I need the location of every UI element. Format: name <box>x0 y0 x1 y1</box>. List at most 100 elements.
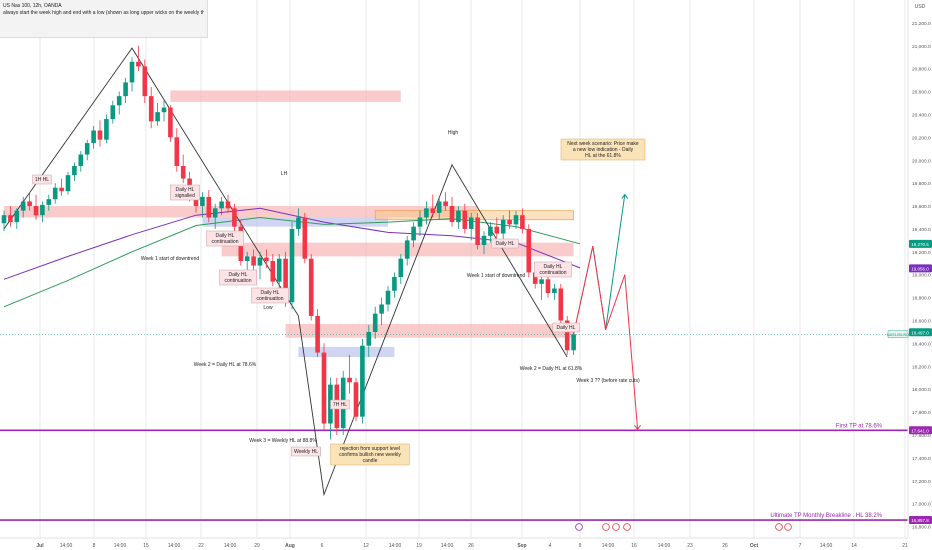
candle-body <box>552 288 557 294</box>
annotation-box <box>534 261 572 278</box>
candle-body <box>174 137 180 166</box>
projection-up <box>573 194 626 335</box>
annotation-text: Week 2 = Daily HL at 78.6% <box>194 362 257 368</box>
annotation-text: a new low indication - Daily <box>573 147 634 153</box>
x-tick-label: 6 <box>321 543 324 549</box>
x-tick-label: 14 <box>851 543 857 549</box>
y-tick-label: 20,200.0 <box>912 135 931 141</box>
price-tag-text: 19,056.0 <box>911 266 929 271</box>
candle-body <box>200 196 205 207</box>
y-tick-label: 17,600.0 <box>912 433 931 439</box>
x-tick-label: 29 <box>254 543 260 549</box>
annotation-text: Week 1 start of downtrend <box>467 273 525 279</box>
candle-body <box>481 235 487 245</box>
annotation-box <box>291 446 321 457</box>
candle-body <box>456 210 461 223</box>
candle-body <box>539 279 544 284</box>
candle-body <box>180 165 186 179</box>
zone-zone <box>170 90 401 102</box>
price-tag <box>909 426 932 435</box>
candle-body <box>283 258 288 303</box>
candle-body <box>129 61 135 83</box>
candle-body <box>212 208 218 218</box>
y-tick-label: 19,600.0 <box>912 204 931 210</box>
candle-body <box>59 187 64 192</box>
y-tick-label: 20,000.0 <box>912 158 931 164</box>
x-tick-label: Sep <box>517 543 526 549</box>
event-icon <box>775 523 783 531</box>
x-tick-label: 14:00 <box>224 543 237 549</box>
price-tag-text: 19,270.5 <box>911 242 929 247</box>
x-tick-label: 26 <box>722 543 728 549</box>
candle-body <box>430 208 436 213</box>
candle-body <box>507 219 512 225</box>
x-tick-label: 14:00 <box>602 543 615 549</box>
current-price-name-tag <box>887 330 909 338</box>
x-tick-label: 19 <box>416 543 422 549</box>
annotation-text: Daily HL <box>544 264 563 270</box>
annotation-text: continuation <box>225 278 252 284</box>
x-tick-label: 26 <box>468 543 474 549</box>
y-tick-label: 20,800.0 <box>912 67 931 73</box>
projection-down <box>573 245 639 430</box>
candle-body <box>417 217 423 227</box>
candle-body <box>436 201 442 213</box>
annotation-box: 1H HL <box>32 174 52 185</box>
x-tick-label: Jul <box>36 543 44 549</box>
candle-body <box>404 240 410 259</box>
candle-body <box>104 119 109 140</box>
price-tag-text: 16,857.8 <box>911 518 929 523</box>
y-tick-label: 18,800.0 <box>912 296 931 302</box>
annotation-text: Next week scenario: Price make <box>567 141 639 147</box>
annotation-box: Daily HL <box>491 238 519 249</box>
y-tick-label: 19,400.0 <box>912 227 931 233</box>
candle-body <box>392 277 397 291</box>
x-tick-label: 16 <box>631 543 637 549</box>
annotation-text: continuation <box>212 239 239 245</box>
x-tick-label: 14:00 <box>658 543 671 549</box>
candle-body <box>142 66 148 97</box>
candle-body <box>148 96 154 122</box>
x-tick-label: 7 <box>799 543 802 549</box>
price-tag <box>909 239 932 248</box>
annotation-plain: Week 2 = Daily HL at 78.6% <box>194 362 257 368</box>
candle-body <box>136 61 141 67</box>
annotation-box <box>330 443 410 466</box>
candle-body <box>84 143 90 155</box>
y-tick-label: 20,400.0 <box>912 112 931 118</box>
zone-zone_blue <box>298 346 395 358</box>
candle-body <box>14 210 20 223</box>
annotation-text: High <box>448 130 459 136</box>
annotation-text: rejection from support level <box>340 446 400 452</box>
x-tick-label: 14:00 <box>820 543 833 549</box>
x-tick-label: 14:00 <box>60 543 73 549</box>
time-axis <box>0 538 908 550</box>
zone-zone <box>285 323 574 338</box>
candle-body <box>360 345 365 417</box>
y-tick-label: 19,200.0 <box>912 250 931 256</box>
x-tick-label: Oct <box>750 543 759 549</box>
annotation-box: 7H HL <box>330 399 350 410</box>
annotation-box <box>330 399 350 410</box>
candle-body <box>91 130 96 144</box>
projection-up-arrow <box>621 193 629 199</box>
candle-body <box>385 290 391 305</box>
x-tick-label: 9 <box>579 543 582 549</box>
candle-body <box>193 196 199 207</box>
candle-body <box>308 258 314 316</box>
candle-body <box>347 377 352 383</box>
candle-body <box>571 334 576 351</box>
candle-body <box>321 352 327 424</box>
annotation-text: Daily HL <box>176 187 195 193</box>
candle-body <box>315 315 320 353</box>
price-tag <box>909 516 932 525</box>
candle-body <box>366 331 372 346</box>
annotation-text: Week 3 ?? (before rate cuts) <box>576 378 640 384</box>
y-tick-label: 19,800.0 <box>912 181 931 187</box>
x-tick-label: 14:00 <box>168 543 181 549</box>
y-tick-label: 17,200.0 <box>912 479 931 485</box>
candle-body <box>244 256 250 261</box>
